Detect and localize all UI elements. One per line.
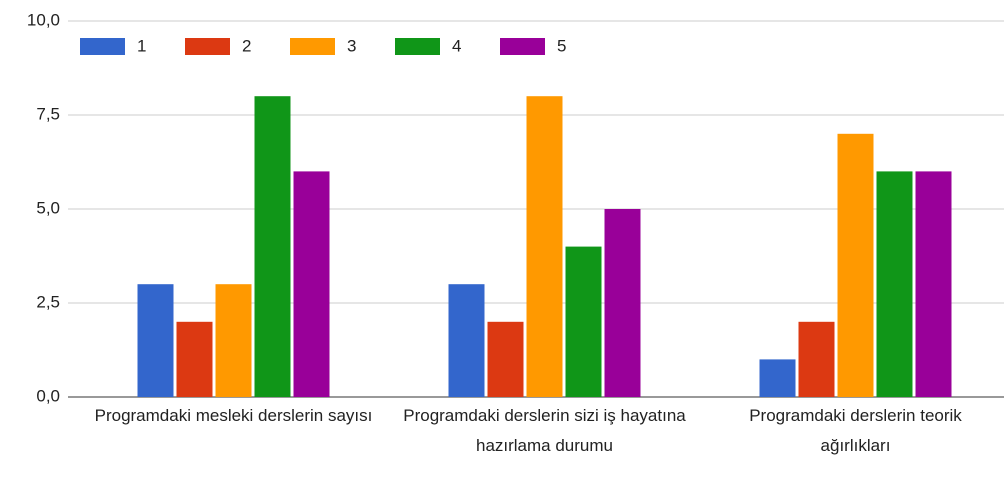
bar [565,246,602,397]
legend-swatch [395,38,440,55]
bar [526,96,563,397]
bar [915,171,952,397]
bar [215,284,252,397]
y-tick-label: 0,0 [36,386,60,405]
bar [876,171,913,397]
bar [448,284,485,397]
x-tick-label-line: Programdaki derslerin teorik [749,406,962,425]
bar [759,359,796,397]
x-tick-label-line: ağırlıkları [821,436,891,455]
x-tick-label-line: Programdaki mesleki derslerin sayısı [95,406,373,425]
x-tick-label: Programdaki derslerin sizi iş hayatına ha… [403,406,686,455]
bar [604,209,641,397]
bar [487,321,524,397]
legend-swatch [500,38,545,55]
y-tick-label: 5,0 [36,198,60,217]
bar [293,171,330,397]
bar [254,96,291,397]
x-tick-label-line: hazırlama durumu [476,436,613,455]
legend-label: 5 [557,36,566,55]
bar [798,321,835,397]
y-tick-label: 10,0 [27,10,60,29]
x-tick-label-line: Programdaki derslerin sizi iş hayatına [403,406,686,425]
legend-label: 2 [242,36,251,55]
legend-label: 1 [137,36,146,55]
legend-swatch [290,38,335,55]
y-tick-label: 7,5 [36,104,60,123]
bar [837,133,874,398]
legend-swatch [185,38,230,55]
legend-swatch [80,38,125,55]
legend-label: 3 [347,36,356,55]
bar [176,321,213,397]
x-tick-label: Programdaki mesleki derslerin sayısı [95,406,373,425]
bar [137,284,174,397]
x-tick-label: Programdaki derslerin teorik ağırlıkları [749,406,962,455]
legend-label: 4 [452,36,461,55]
y-tick-label: 2,5 [36,292,60,311]
